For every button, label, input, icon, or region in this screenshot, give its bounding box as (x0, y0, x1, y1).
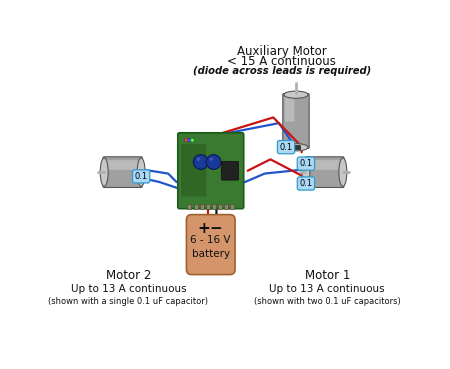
FancyBboxPatch shape (186, 215, 235, 275)
Ellipse shape (302, 158, 310, 186)
Text: 0.1: 0.1 (299, 159, 312, 168)
Circle shape (194, 155, 208, 169)
FancyBboxPatch shape (103, 157, 142, 187)
Circle shape (190, 138, 194, 142)
FancyBboxPatch shape (221, 161, 239, 180)
Text: 6 - 16 V
battery: 6 - 16 V battery (190, 235, 231, 259)
Text: (diode across leads is required): (diode across leads is required) (193, 66, 371, 76)
Text: −: − (210, 221, 222, 236)
Bar (292, 145, 300, 149)
Text: < 15 A continuous: < 15 A continuous (227, 55, 336, 68)
Text: (shown with two 0.1 uF capacitors): (shown with two 0.1 uF capacitors) (254, 297, 400, 306)
Bar (212, 204, 216, 209)
Bar (218, 204, 222, 209)
Text: Motor 2: Motor 2 (106, 269, 151, 282)
FancyBboxPatch shape (105, 160, 140, 170)
Bar (200, 204, 203, 209)
Text: +: + (197, 221, 210, 236)
Text: (shown with a single 0.1 uF capacitor): (shown with a single 0.1 uF capacitor) (48, 297, 208, 306)
Ellipse shape (284, 91, 308, 98)
Ellipse shape (100, 158, 108, 186)
FancyBboxPatch shape (285, 96, 294, 121)
Circle shape (210, 158, 213, 161)
Text: Motor 1: Motor 1 (305, 269, 350, 282)
Circle shape (206, 155, 221, 169)
Ellipse shape (284, 144, 308, 151)
FancyBboxPatch shape (307, 160, 342, 170)
Ellipse shape (339, 158, 347, 186)
Text: 0.1: 0.1 (299, 179, 312, 188)
Text: Up to 13 A continuous: Up to 13 A continuous (71, 284, 186, 294)
FancyBboxPatch shape (305, 157, 344, 187)
FancyBboxPatch shape (178, 133, 244, 208)
Ellipse shape (137, 158, 145, 186)
Bar (230, 204, 234, 209)
FancyBboxPatch shape (181, 144, 207, 196)
FancyBboxPatch shape (283, 94, 309, 148)
Text: Up to 13 A continuous: Up to 13 A continuous (270, 284, 385, 294)
Text: 0.1: 0.1 (135, 172, 148, 181)
Text: 0.1: 0.1 (279, 143, 292, 152)
Circle shape (188, 138, 191, 142)
Bar (224, 204, 228, 209)
Circle shape (184, 138, 189, 142)
Bar (188, 204, 191, 209)
Text: Auxiliary Motor: Auxiliary Motor (237, 45, 327, 58)
Circle shape (197, 158, 200, 161)
Bar (206, 204, 210, 209)
Bar (194, 204, 198, 209)
